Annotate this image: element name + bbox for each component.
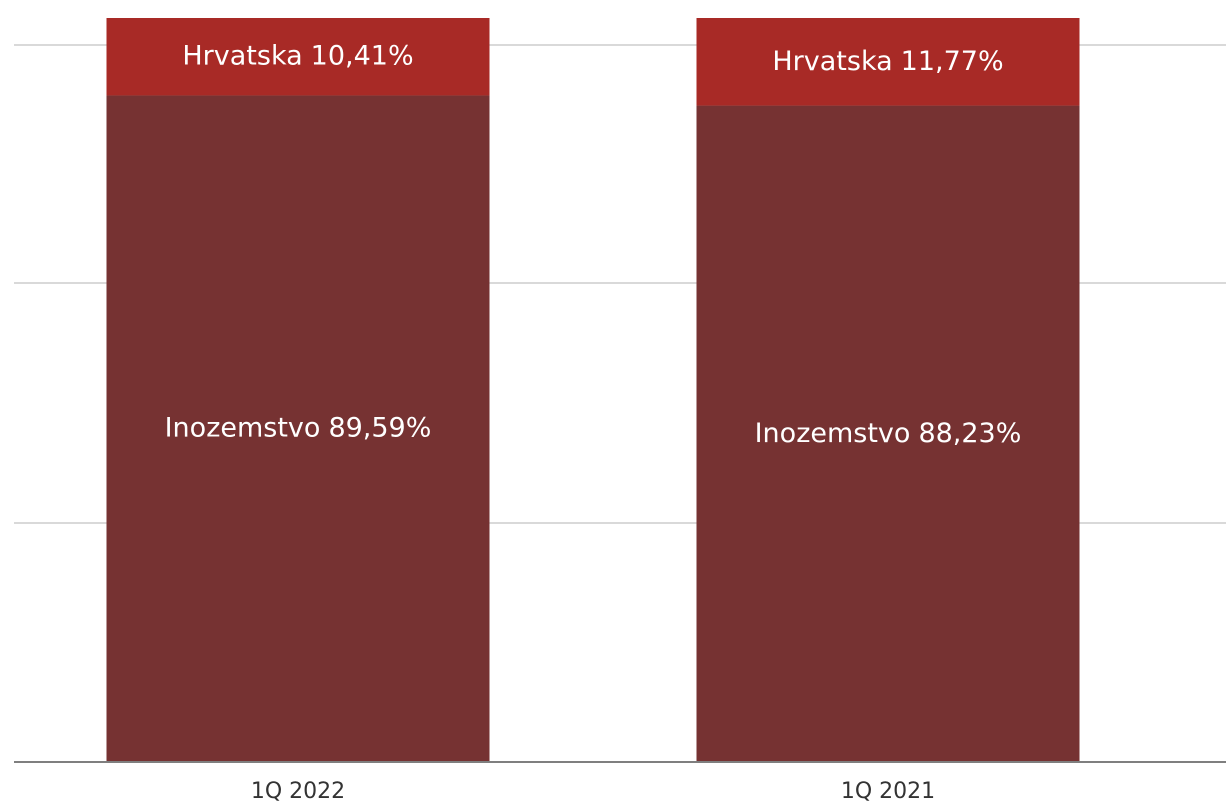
data-label: Hrvatska 10,41% (182, 40, 413, 71)
data-label: Inozemstvo 88,23% (755, 417, 1022, 448)
bar-segment (696, 18, 1080, 106)
series-name: Hrvatska (772, 45, 892, 76)
value-label: 11,77% (901, 45, 1004, 76)
x-tick-label: 1Q 2022 (251, 779, 345, 804)
value-label: 89,59% (328, 412, 431, 443)
data-label: Hrvatska 11,77% (772, 45, 1003, 76)
bar-segment (106, 18, 490, 96)
value-label: 88,23% (918, 417, 1021, 448)
x-tick-label: 1Q 2021 (841, 779, 935, 804)
data-label: Inozemstvo 89,59% (165, 412, 432, 443)
bar-segment (106, 95, 490, 763)
bar-segment (696, 105, 1080, 763)
bars: Inozemstvo 89,59%Hrvatska 10,41%Inozemstvo… (106, 18, 1080, 763)
series-name: Hrvatska (182, 40, 302, 71)
series-name: Inozemstvo (165, 412, 321, 443)
value-label: 10,41% (311, 40, 414, 71)
series-name: Inozemstvo (755, 417, 911, 448)
